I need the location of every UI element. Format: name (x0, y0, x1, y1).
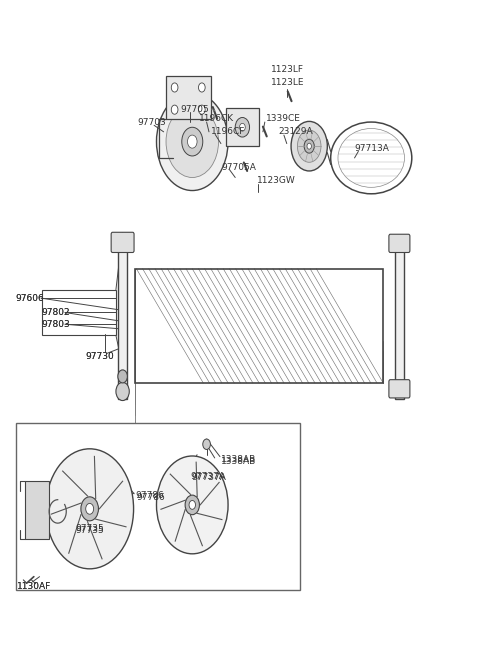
Text: 97802: 97802 (41, 308, 70, 317)
Text: 97803: 97803 (41, 320, 70, 329)
Circle shape (116, 383, 129, 401)
Circle shape (81, 496, 98, 521)
Circle shape (304, 140, 314, 153)
Text: 97713A: 97713A (355, 143, 389, 153)
Text: 97803: 97803 (41, 320, 70, 329)
Circle shape (189, 500, 195, 510)
Bar (16, 423, 300, 590)
Text: 97737A: 97737A (190, 472, 225, 481)
Text: 97703: 97703 (137, 117, 166, 126)
Circle shape (240, 123, 245, 131)
Bar (118, 236, 127, 400)
Text: 1338AB: 1338AB (221, 455, 256, 464)
Text: 97705: 97705 (180, 105, 209, 113)
Bar (395, 236, 404, 400)
Circle shape (298, 130, 321, 162)
Text: 1130AF: 1130AF (17, 582, 51, 591)
Text: 1338AB: 1338AB (221, 457, 256, 466)
Circle shape (166, 105, 218, 178)
Circle shape (235, 117, 250, 137)
Text: 1130AF: 1130AF (17, 582, 51, 591)
Text: 97737A: 97737A (192, 473, 226, 482)
Circle shape (86, 504, 94, 514)
Circle shape (203, 439, 210, 449)
Circle shape (46, 449, 133, 569)
Circle shape (199, 83, 205, 92)
Text: 23129A: 23129A (278, 127, 313, 136)
Text: 97802: 97802 (41, 308, 70, 317)
FancyBboxPatch shape (389, 234, 410, 252)
Circle shape (156, 456, 228, 554)
Circle shape (188, 135, 197, 148)
Circle shape (185, 495, 199, 515)
Bar (166, 77, 211, 119)
Text: 97705A: 97705A (221, 163, 256, 172)
Text: 1123LF: 1123LF (271, 66, 304, 75)
Text: 97735: 97735 (75, 524, 104, 533)
FancyBboxPatch shape (389, 380, 410, 398)
Text: 1123GW: 1123GW (257, 176, 296, 185)
Circle shape (307, 143, 312, 149)
Text: 97735: 97735 (75, 527, 104, 536)
Circle shape (291, 121, 327, 171)
Text: 97606: 97606 (16, 293, 45, 303)
Text: 97786: 97786 (136, 493, 165, 502)
Text: 1339CE: 1339CE (266, 114, 301, 123)
Bar (135, 269, 383, 383)
FancyBboxPatch shape (111, 233, 134, 252)
Text: 1196CK: 1196CK (199, 114, 235, 123)
Circle shape (118, 370, 127, 383)
Circle shape (182, 127, 203, 156)
Text: 97730: 97730 (85, 352, 114, 362)
Text: 1196CF: 1196CF (211, 127, 246, 136)
Bar (25, 481, 49, 540)
Text: 97786: 97786 (135, 491, 164, 500)
Circle shape (156, 93, 228, 191)
Bar (226, 108, 259, 146)
Text: 97606: 97606 (16, 293, 45, 303)
Text: 1123LE: 1123LE (271, 79, 304, 87)
Circle shape (171, 105, 178, 114)
Bar (42, 290, 116, 335)
Circle shape (199, 105, 205, 114)
Circle shape (171, 83, 178, 92)
Text: 97730: 97730 (85, 352, 114, 362)
